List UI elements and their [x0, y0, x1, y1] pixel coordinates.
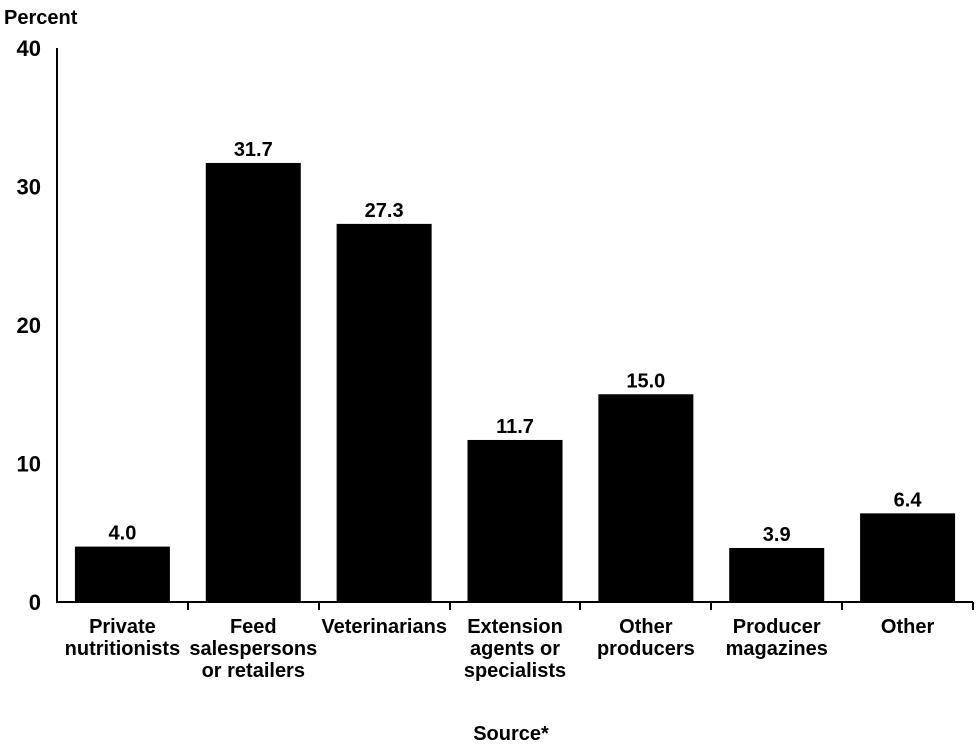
data-label: 15.0	[626, 370, 665, 392]
x-category-label: Veterinarians	[321, 616, 447, 638]
bar	[729, 547, 825, 602]
bar	[74, 546, 170, 602]
y-axis: 0 10 20 30 40	[17, 36, 41, 615]
y-tick-label: 40	[17, 36, 41, 61]
bar	[467, 439, 563, 602]
data-label: 3.9	[763, 524, 791, 546]
data-label: 4.0	[109, 523, 137, 545]
bar	[598, 394, 694, 602]
y-tick-label: 20	[17, 313, 41, 338]
y-tick-label: 30	[17, 175, 41, 200]
x-category-label: Other producers	[597, 616, 695, 660]
bar	[336, 223, 432, 602]
x-category-label: Feed salespersons or retailers	[189, 616, 317, 682]
axes	[56, 48, 974, 610]
x-category-label: Other	[881, 616, 935, 638]
y-tick-label: 0	[29, 590, 41, 615]
data-label: 11.7	[496, 416, 534, 438]
data-label: 6.4	[894, 489, 923, 511]
bar	[860, 513, 956, 602]
x-axis-title: Source*	[473, 723, 549, 745]
y-tick-label: 10	[17, 452, 41, 477]
y-axis-title: Percent	[4, 7, 78, 29]
bars: 4.0 31.7 27.3 11.7 15.0 3.9 6.4	[74, 139, 956, 602]
bar	[205, 162, 301, 602]
x-category-label: Private nutritionists	[65, 616, 181, 660]
data-label: 27.3	[365, 200, 404, 222]
x-category-label: Producer magazines	[726, 616, 828, 660]
data-label: 31.7	[234, 139, 273, 161]
x-category-label: Extension agents or specialists	[464, 616, 566, 682]
